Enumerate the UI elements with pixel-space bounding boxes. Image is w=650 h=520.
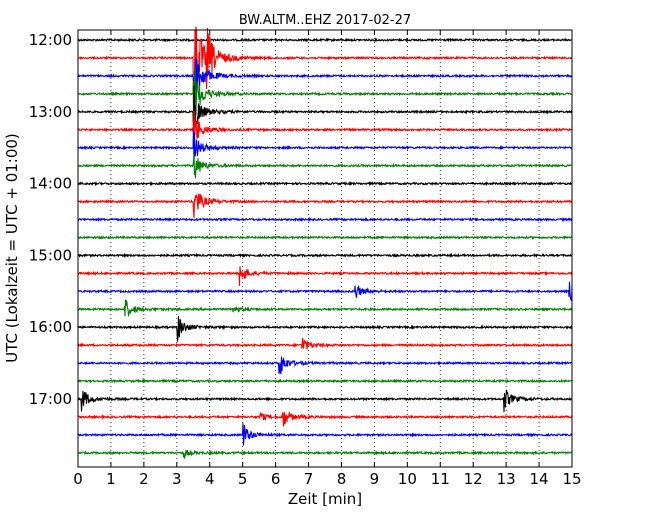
grid-lines [110,30,540,467]
x-tick-label: 5 [238,470,248,488]
y-tick-label: 14:00 [29,175,72,193]
trace-1615 [77,337,573,350]
x-tick-label: 0 [73,470,83,488]
trace-1600 [77,315,573,342]
trace-1300 [77,85,573,135]
trace-1315 [77,110,573,141]
x-tick-label: 14 [530,470,549,488]
x-tick-label: 7 [304,470,314,488]
y-axis-label: UTC (Lokalzeit = UTC + 01:00) [3,133,21,363]
x-axis-label: Zeit [min] [288,490,362,508]
y-tick-label: 15:00 [29,246,72,264]
trace-1645 [77,378,573,384]
x-tick-label: 3 [172,470,182,488]
trace-1515 [77,266,573,286]
trace-1430 [77,216,573,223]
seismic-traces [77,26,573,460]
trace-1530 [77,281,573,302]
x-tick-label: 4 [205,470,215,488]
trace-1215 [77,26,573,117]
y-tick-label: 17:00 [29,390,72,408]
trace-1700 [77,389,573,413]
trace-1230 [77,58,573,110]
x-axis: 0 1 2 3 4 5 6 7 8 9 10 11 12 13 14 15 [73,30,582,488]
trace-1545 [77,299,573,317]
trace-1200 [77,37,573,43]
x-tick-label: 6 [271,470,281,488]
trace-1415 [77,193,573,219]
trace-1730 [77,423,573,446]
trace-1715 [77,410,573,427]
x-tick-label: 11 [431,470,450,488]
trace-1245 [77,67,573,117]
x-tick-label: 9 [370,470,380,488]
trace-1330 [77,128,573,163]
y-tick-label: 12:00 [29,31,72,49]
x-tick-label: 1 [106,470,116,488]
trace-1630 [77,356,573,375]
y-axis: 12:00 13:00 14:00 15:00 16:00 17:00 [29,31,572,408]
x-tick-label: 13 [497,470,516,488]
trace-1345 [77,154,573,179]
x-tick-label: 12 [464,470,483,488]
trace-1445 [77,234,573,241]
x-tick-label: 15 [562,470,581,488]
x-tick-label: 10 [398,470,417,488]
trace-1500 [77,252,573,259]
x-tick-label: 2 [139,470,149,488]
plot-frame [77,29,573,468]
x-tick-label: 8 [337,470,347,488]
y-tick-label: 13:00 [29,103,72,121]
trace-1745 [77,449,573,460]
chart-title: BW.ALTM..EHZ 2017-02-27 [239,13,411,28]
trace-1400 [77,180,573,187]
y-tick-label: 16:00 [29,318,72,336]
